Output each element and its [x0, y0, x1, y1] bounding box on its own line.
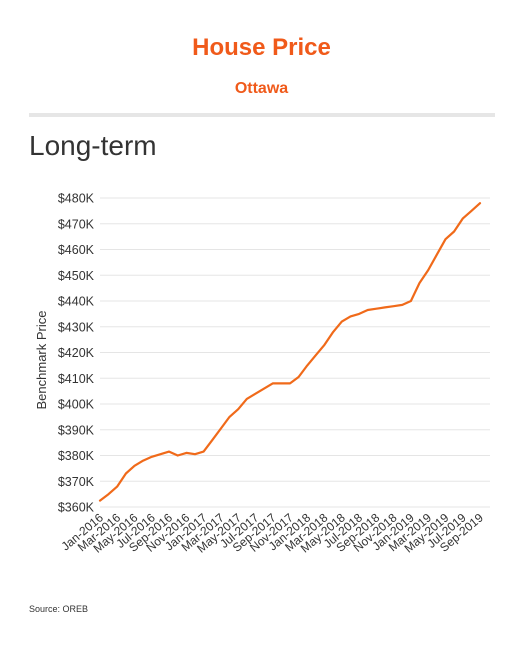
x-axis: Jan-2016Mar-2016May-2016Jul-2016Sep-2016…	[59, 510, 487, 555]
y-tick-label: $360K	[58, 501, 95, 515]
grid	[100, 197, 490, 508]
divider	[29, 113, 495, 117]
line-chart: $360K $370K $380K $390K $400K $410K $420K $430K…	[34, 192, 490, 556]
chart-title: House Price	[192, 34, 331, 61]
y-tick-label: $400K	[58, 398, 95, 412]
y-tick-label: $470K	[58, 217, 95, 231]
y-axis-label: Benchmark Price	[34, 311, 49, 410]
y-tick-label: $450K	[58, 269, 95, 283]
y-axis: $360K $370K $380K $390K $400K $410K $420K $430K…	[58, 192, 95, 515]
y-tick-label: $410K	[58, 372, 95, 386]
section-heading: Long-term	[29, 130, 157, 161]
y-tick-label: $460K	[58, 243, 95, 257]
y-tick-label: $390K	[58, 423, 95, 437]
y-tick-label: $370K	[58, 475, 95, 489]
price-series-line	[98, 202, 482, 502]
y-tick-label: $380K	[58, 449, 95, 463]
y-tick-label: $430K	[58, 320, 95, 334]
chart-subtitle: Ottawa	[234, 80, 289, 97]
source-note: Source: OREB	[29, 604, 89, 614]
y-tick-label: $440K	[58, 295, 95, 309]
y-tick-label: $480K	[58, 192, 95, 206]
y-tick-label: $420K	[58, 346, 95, 360]
